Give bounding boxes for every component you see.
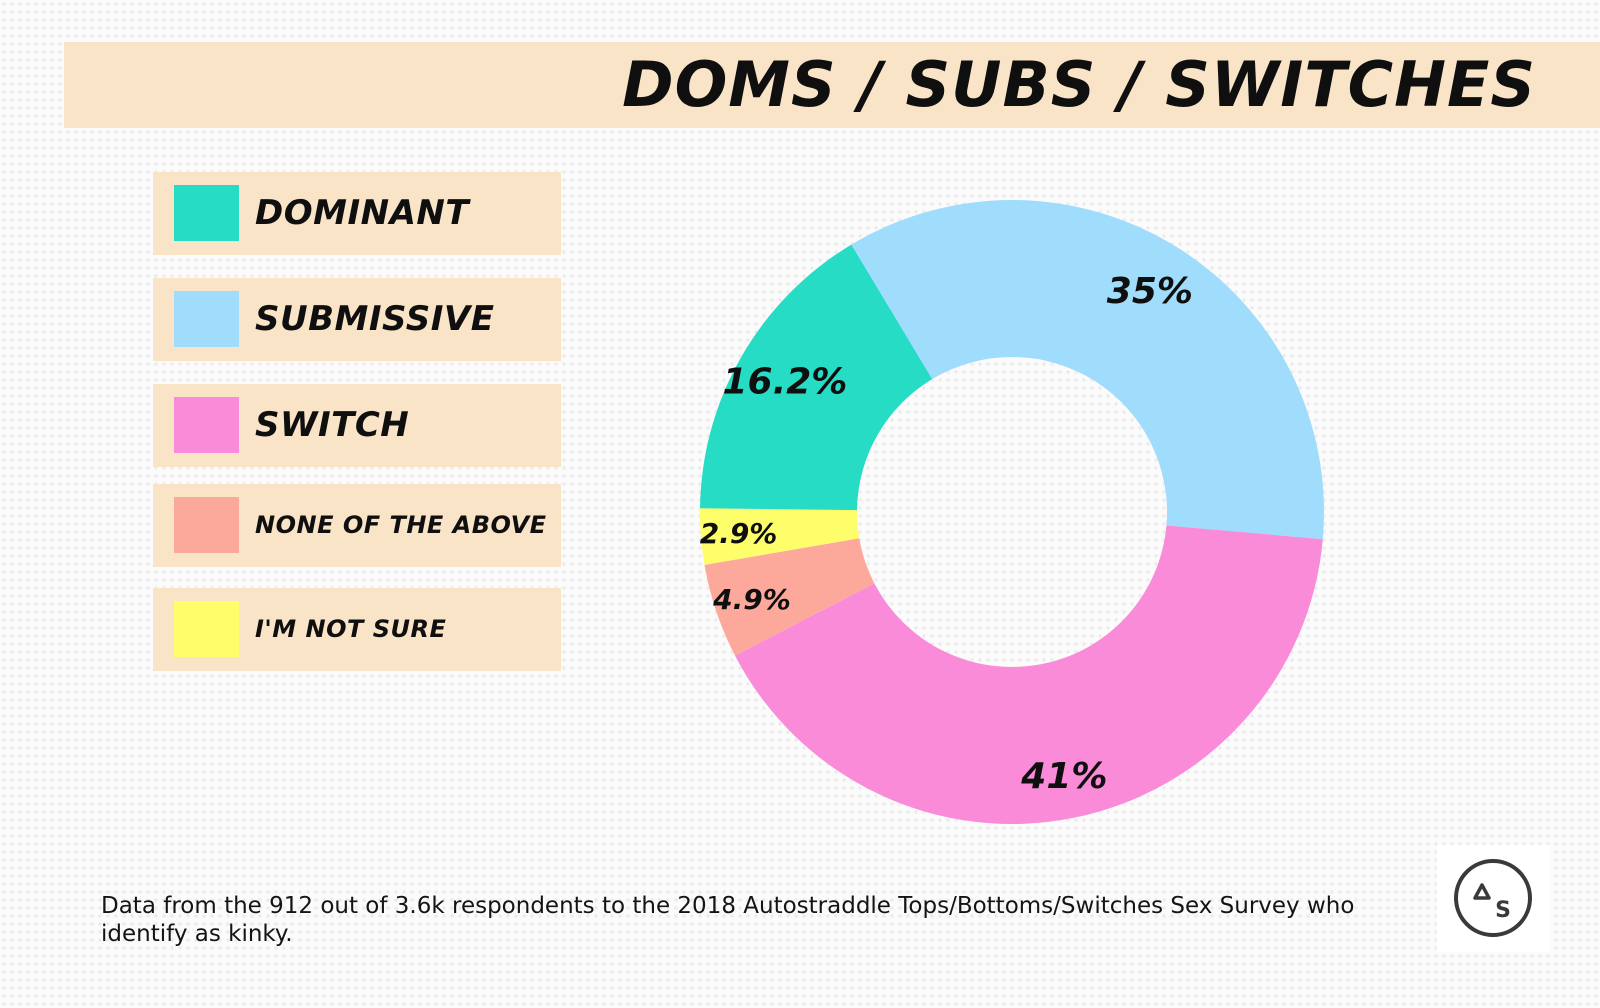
legend-item-none-of-the-above: NONE OF THE ABOVE (153, 484, 561, 567)
slice-dominant (700, 244, 933, 511)
data-label-submissive: 35% (1107, 271, 1193, 312)
chart-title: DOMS / SUBS / SWITCHES (622, 48, 1536, 121)
legend-item-not-sure: I'M NOT SURE (153, 588, 561, 671)
slice-not-sure (700, 508, 860, 565)
legend-swatch-dominant (174, 185, 239, 241)
slice-submissive (851, 199, 1324, 540)
legend-label-switch: SWITCH (255, 405, 410, 445)
data-label-dominant: 16.2% (722, 361, 847, 402)
legend-swatch-switch (174, 397, 239, 453)
data-label-not-sure: 2.9% (700, 517, 778, 550)
autostraddle-logo-icon: S (1454, 859, 1532, 937)
legend-item-dominant: DOMINANT (153, 172, 561, 255)
legend-swatch-none-of-the-above (174, 497, 239, 553)
legend-label-dominant: DOMINANT (255, 193, 470, 233)
svg-text:S: S (1495, 898, 1511, 923)
legend-item-submissive: SUBMISSIVE (153, 278, 561, 361)
legend-label-not-sure: I'M NOT SURE (255, 615, 447, 643)
footnote-text: Data from the 912 out of 3.6k respondent… (101, 893, 1355, 947)
data-label-none-of-the-above: 4.9% (712, 583, 791, 616)
legend-swatch-not-sure (174, 601, 239, 657)
legend-item-switch: SWITCH (153, 384, 561, 467)
slice-none-of-the-above (704, 538, 875, 656)
autostraddle-logo: S (1437, 845, 1550, 952)
slice-switch (735, 525, 1323, 825)
data-label-switch: 41% (1020, 756, 1107, 797)
legend-label-none-of-the-above: NONE OF THE ABOVE (255, 511, 547, 539)
title-banner: DOMS / SUBS / SWITCHES (64, 42, 1600, 128)
legend-swatch-submissive (174, 291, 239, 347)
legend-label-submissive: SUBMISSIVE (255, 299, 495, 339)
